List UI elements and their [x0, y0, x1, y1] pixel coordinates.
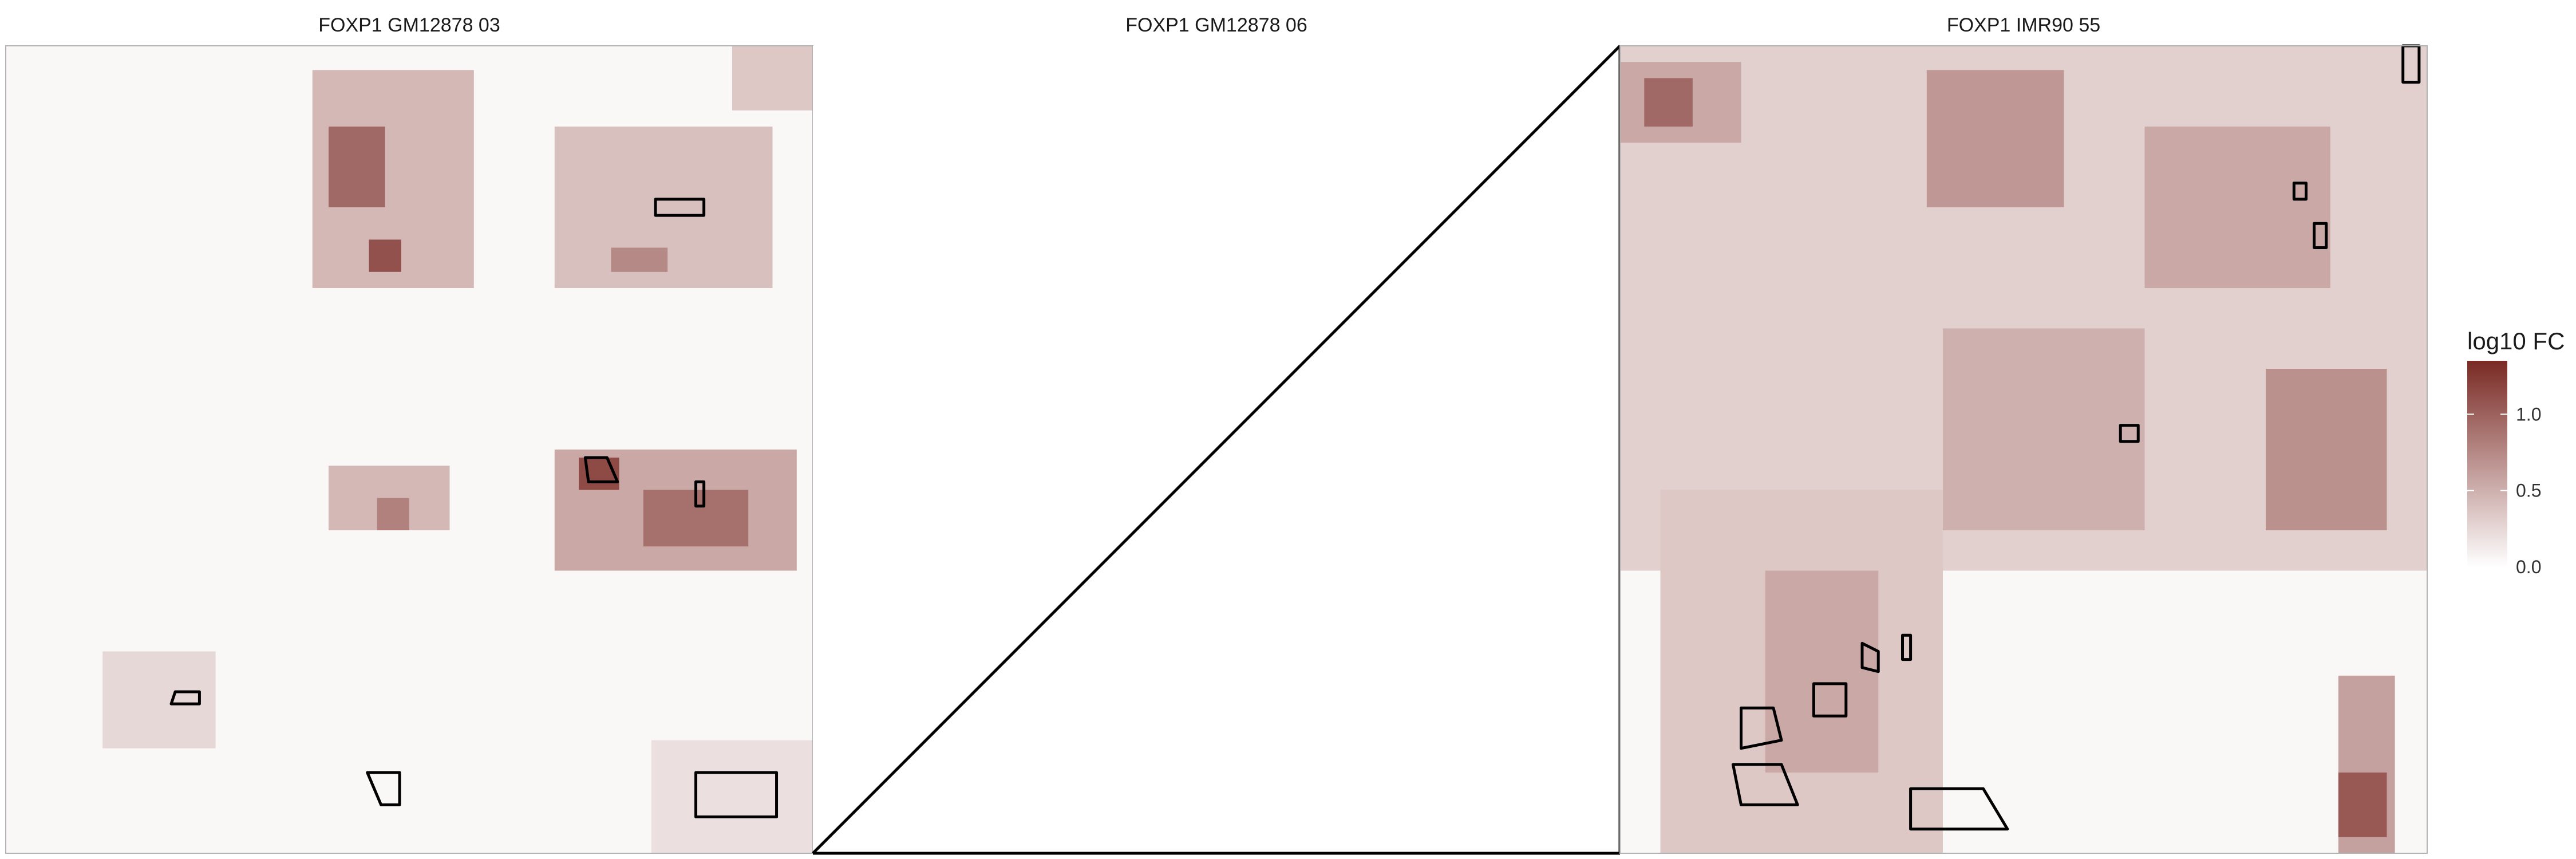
heatmap-cell-block — [102, 651, 216, 748]
triangle-diagonal-edge — [812, 45, 1621, 854]
legend-tick-label: 1.0 — [2516, 404, 2541, 424]
significant-region-outline — [1909, 787, 2009, 831]
heatmap-cell-block — [369, 239, 401, 272]
heatmap-cell-block — [2266, 369, 2387, 530]
heatmap-cells — [102, 46, 813, 853]
facet-panel-foxp1-gm12878-06: FOXP1 GM12878 06 — [812, 14, 1622, 855]
significant-region-outline — [1731, 763, 1799, 806]
heatmap-cell-block — [1765, 570, 1879, 773]
heatmap-cells — [1620, 46, 2427, 853]
facet-panel-foxp1-imr90-55: FOXP1 IMR90 55 — [1619, 14, 2428, 854]
heatmap-cell-block — [732, 46, 813, 111]
significant-region-outline — [1901, 633, 1913, 661]
facet-title-foxp1-gm12878-06: FOXP1 GM12878 06 — [1125, 14, 1307, 36]
heatmap-cell-block — [377, 498, 409, 530]
panel-border — [1619, 45, 2428, 854]
legend-ticks: 0.0 0.5 1.0 — [2467, 404, 2541, 577]
significant-region-outline — [2292, 182, 2308, 201]
heatmap-cell-block — [1644, 78, 1693, 127]
facet-title-foxp1-gm12878-03: FOXP1 GM12878 03 — [318, 14, 500, 36]
heatmap-cell-block — [651, 740, 813, 853]
legend-tick-label: 0.5 — [2516, 480, 2541, 501]
significant-region-outlines — [1731, 44, 2421, 831]
heatmap-cell-block — [1943, 328, 2145, 530]
significant-region-outline — [694, 771, 779, 819]
significant-region-outline — [694, 480, 706, 508]
significant-region-outlines — [169, 198, 779, 819]
significant-region-outline — [169, 690, 201, 706]
legend-title: log10 FC — [2467, 328, 2565, 354]
heatmap-cell-block — [611, 247, 668, 272]
heatmap-cell-block — [2338, 773, 2387, 837]
significant-region-outline — [1740, 706, 1783, 750]
facet-title-foxp1-imr90-55: FOXP1 IMR90 55 — [1947, 14, 2100, 36]
color-legend: log10 FC 0.0 0.5 1.0 — [2467, 328, 2565, 577]
significant-region-outline — [2313, 222, 2328, 249]
significant-region-outline — [654, 198, 706, 217]
heatmap-cell-block — [2144, 127, 2330, 288]
legend-color-bar — [2467, 361, 2507, 567]
heatmap-cell-block — [1926, 70, 2064, 207]
facet-panel-foxp1-gm12878-03: FOXP1 GM12878 03 — [5, 14, 813, 854]
significant-region-outline — [1812, 682, 1848, 718]
heatmap-cell-block — [329, 127, 385, 207]
significant-region-outline — [1860, 641, 1880, 673]
significant-region-outline — [583, 456, 619, 483]
significant-region-outline — [366, 771, 401, 806]
significant-region-outline — [2119, 424, 2140, 443]
legend-tick-label: 0.0 — [2516, 557, 2541, 577]
